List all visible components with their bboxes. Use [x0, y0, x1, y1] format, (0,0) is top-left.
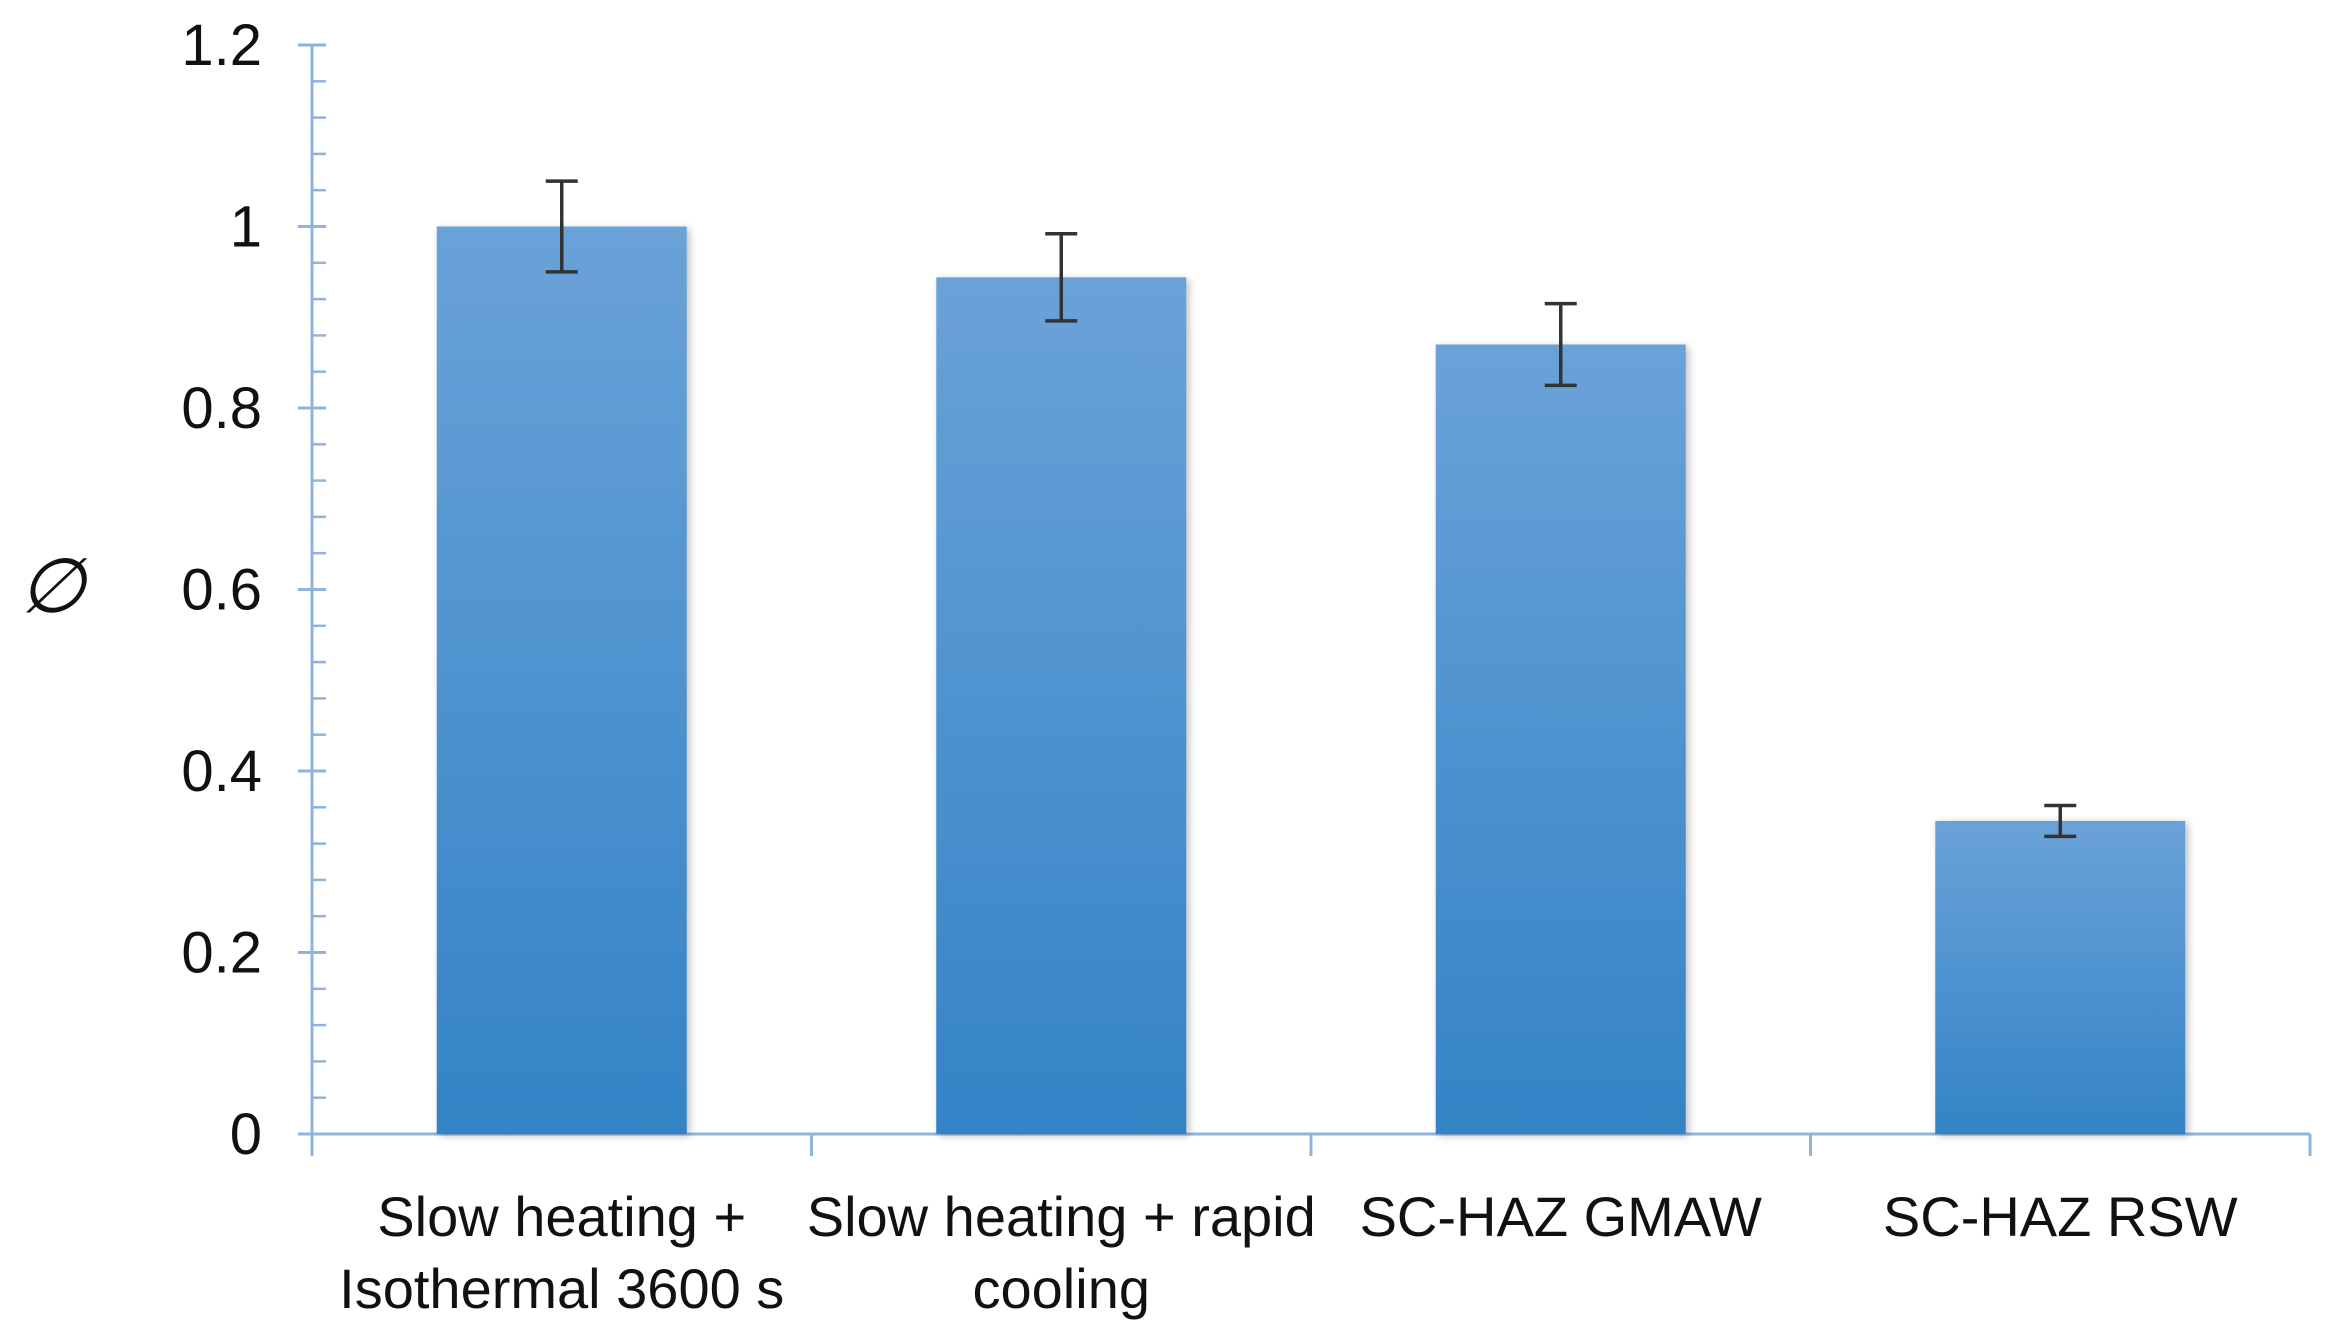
- x-category-label: cooling: [973, 1257, 1150, 1320]
- x-category-label: Slow heating + rapid: [807, 1185, 1316, 1248]
- bar: [1435, 344, 1686, 1135]
- error-bars: [545, 179, 2077, 839]
- bar: [436, 226, 687, 1134]
- x-category-label: SC-HAZ RSW: [1883, 1185, 2238, 1248]
- y-tick-label: 0.6: [181, 558, 262, 623]
- y-tick-label: 0.4: [181, 739, 262, 804]
- x-category-label: Slow heating +: [377, 1185, 746, 1248]
- bars: [436, 226, 2186, 1135]
- y-tick-label: 1: [230, 195, 262, 260]
- y-axis-label: ∅: [19, 541, 88, 630]
- axis-labels: 0 0.2 0.4 0.6 0.8 1 1.2 Slow heating + Isotherma…: [181, 13, 2237, 1320]
- y-tick-label: 0.8: [181, 376, 262, 441]
- y-tick-label: 0.2: [181, 921, 262, 986]
- x-category-label: SC-HAZ GMAW: [1360, 1185, 1762, 1248]
- y-tick-label: 0: [230, 1102, 262, 1167]
- bar: [1935, 820, 2186, 1134]
- y-tick-label: 1.2: [181, 13, 262, 78]
- x-category-label: Isothermal 3600 s: [339, 1257, 784, 1320]
- bar: [936, 277, 1187, 1134]
